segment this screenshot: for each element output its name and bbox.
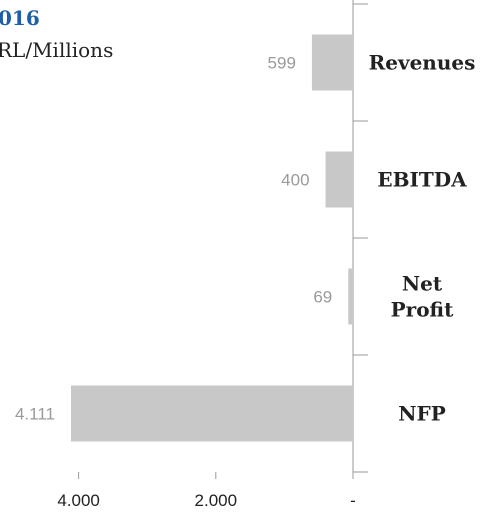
category-label: Net Profit — [391, 272, 454, 322]
x-tick-label: 2.000 — [195, 491, 238, 510]
category-label: NFP — [398, 402, 446, 426]
value-label: 69 — [313, 288, 332, 307]
value-label: 599 — [268, 54, 296, 73]
value-label: 400 — [281, 171, 309, 190]
chart-title-fragment: 016 — [0, 6, 40, 30]
plot-area: 599 Revenues 400 EBITDA 69 Net Profit 4.111 NFP 4… — [15, 0, 475, 510]
bar-ebitda — [325, 151, 353, 208]
x-tick-label: 4.000 — [57, 491, 100, 510]
category-label: Revenues — [369, 51, 476, 75]
bar-nfp — [71, 385, 353, 442]
value-label: 4.111 — [15, 405, 55, 424]
category-label: EBITDA — [377, 168, 467, 192]
x-tick-label: - — [350, 491, 356, 510]
bar-revenues — [311, 34, 353, 91]
bar-net-profit — [348, 268, 353, 325]
chart-subtitle: RL/Millions — [0, 38, 113, 62]
